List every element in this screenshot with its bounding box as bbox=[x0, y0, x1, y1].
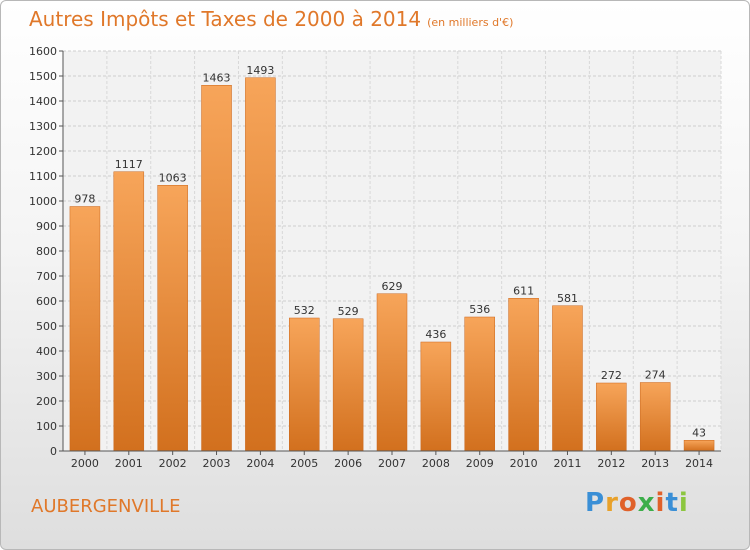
x-tick-label-2005: 2005 bbox=[290, 457, 318, 470]
data-label-2002: 1063 bbox=[159, 171, 187, 184]
y-tick-label: 1100 bbox=[29, 170, 57, 183]
data-label-2005: 532 bbox=[294, 304, 315, 317]
data-label-2008: 436 bbox=[425, 328, 446, 341]
bar-2012 bbox=[596, 382, 627, 452]
bar-2013 bbox=[639, 382, 671, 452]
data-label-2010: 611 bbox=[513, 284, 534, 297]
logo-letter: i bbox=[655, 488, 666, 518]
data-label-2013: 274 bbox=[645, 369, 666, 382]
bar-2005 bbox=[289, 317, 320, 452]
x-tick-label-2006: 2006 bbox=[334, 457, 362, 470]
chart-subtitle: (en milliers d'€) bbox=[427, 16, 514, 29]
x-tick-label-2008: 2008 bbox=[422, 457, 450, 470]
data-label-2001: 1117 bbox=[115, 158, 143, 171]
y-tick-label: 600 bbox=[36, 295, 57, 308]
y-tick-label: 0 bbox=[50, 445, 57, 458]
data-label-2009: 536 bbox=[469, 303, 490, 316]
y-tick-label: 1600 bbox=[29, 45, 57, 58]
bar-2008 bbox=[420, 341, 452, 452]
data-label-2000: 978 bbox=[74, 193, 95, 206]
bar-2003 bbox=[201, 85, 232, 452]
x-tick-label-2001: 2001 bbox=[115, 457, 143, 470]
x-tick-label-2013: 2013 bbox=[641, 457, 669, 470]
bar-2010 bbox=[508, 298, 539, 452]
y-tick-label: 200 bbox=[36, 395, 57, 408]
x-tick-label-2009: 2009 bbox=[466, 457, 494, 470]
x-tick-label-2007: 2007 bbox=[378, 457, 406, 470]
data-label-2012: 272 bbox=[601, 369, 622, 382]
y-tick-label: 1200 bbox=[29, 145, 57, 158]
chart-title: Autres Impôts et Taxes de 2000 à 2014 (en… bbox=[29, 7, 513, 31]
data-label-2003: 1463 bbox=[203, 71, 231, 84]
y-tick-label: 400 bbox=[36, 345, 57, 358]
x-tick-label-2003: 2003 bbox=[203, 457, 231, 470]
logo-letter: i bbox=[678, 488, 689, 518]
x-tick-label-2000: 2000 bbox=[71, 457, 99, 470]
bar-2004 bbox=[245, 77, 276, 452]
x-tick-label-2002: 2002 bbox=[159, 457, 187, 470]
y-tick-label: 1400 bbox=[29, 95, 57, 108]
x-tick-label-2004: 2004 bbox=[246, 457, 274, 470]
y-tick-label: 300 bbox=[36, 370, 57, 383]
logo-letter: P bbox=[585, 488, 606, 518]
proxiti-logo: Proxiti bbox=[585, 488, 689, 518]
data-label-2011: 581 bbox=[557, 292, 578, 305]
y-tick-label: 100 bbox=[36, 420, 57, 433]
data-label-2007: 629 bbox=[382, 280, 403, 293]
x-tick-label-2010: 2010 bbox=[510, 457, 538, 470]
bars: 978 1117 1063 1463 1493 532 529 629 436 536 611 581… bbox=[69, 64, 715, 452]
bar-2000 bbox=[69, 206, 101, 452]
x-tick-label-2012: 2012 bbox=[597, 457, 625, 470]
bar-2009 bbox=[464, 316, 495, 452]
logo-letter: r bbox=[605, 488, 619, 518]
bar-2014 bbox=[683, 440, 715, 452]
y-tick-label: 1000 bbox=[29, 195, 57, 208]
title-text: Autres Impôts et Taxes de 2000 à 2014 bbox=[29, 7, 422, 31]
bar-2011 bbox=[552, 305, 583, 452]
bar-2006 bbox=[332, 318, 364, 452]
data-label-2014: 43 bbox=[692, 426, 706, 439]
y-tick-label: 900 bbox=[36, 220, 57, 233]
logo-letter: t bbox=[665, 488, 679, 518]
x-tick-label-2014: 2014 bbox=[685, 457, 713, 470]
axes: 0 100 200 300 400 500 600 700 800 900 1000 1100 1200… bbox=[29, 45, 721, 470]
city-name: AUBERGENVILLE bbox=[31, 496, 181, 517]
data-label-2006: 529 bbox=[338, 305, 359, 318]
bar-2002 bbox=[157, 185, 188, 452]
bar-2001 bbox=[113, 171, 145, 452]
data-label-2004: 1493 bbox=[246, 64, 274, 77]
y-tick-label: 500 bbox=[36, 320, 57, 333]
y-tick-label: 1500 bbox=[29, 70, 57, 83]
x-tick-label-2011: 2011 bbox=[553, 457, 581, 470]
logo-letter: o bbox=[618, 488, 638, 518]
y-tick-label: 700 bbox=[36, 270, 57, 283]
y-tick-label: 800 bbox=[36, 245, 57, 258]
y-tick-label: 1300 bbox=[29, 120, 57, 133]
logo-letter: x bbox=[637, 488, 656, 518]
bar-2007 bbox=[376, 293, 408, 452]
